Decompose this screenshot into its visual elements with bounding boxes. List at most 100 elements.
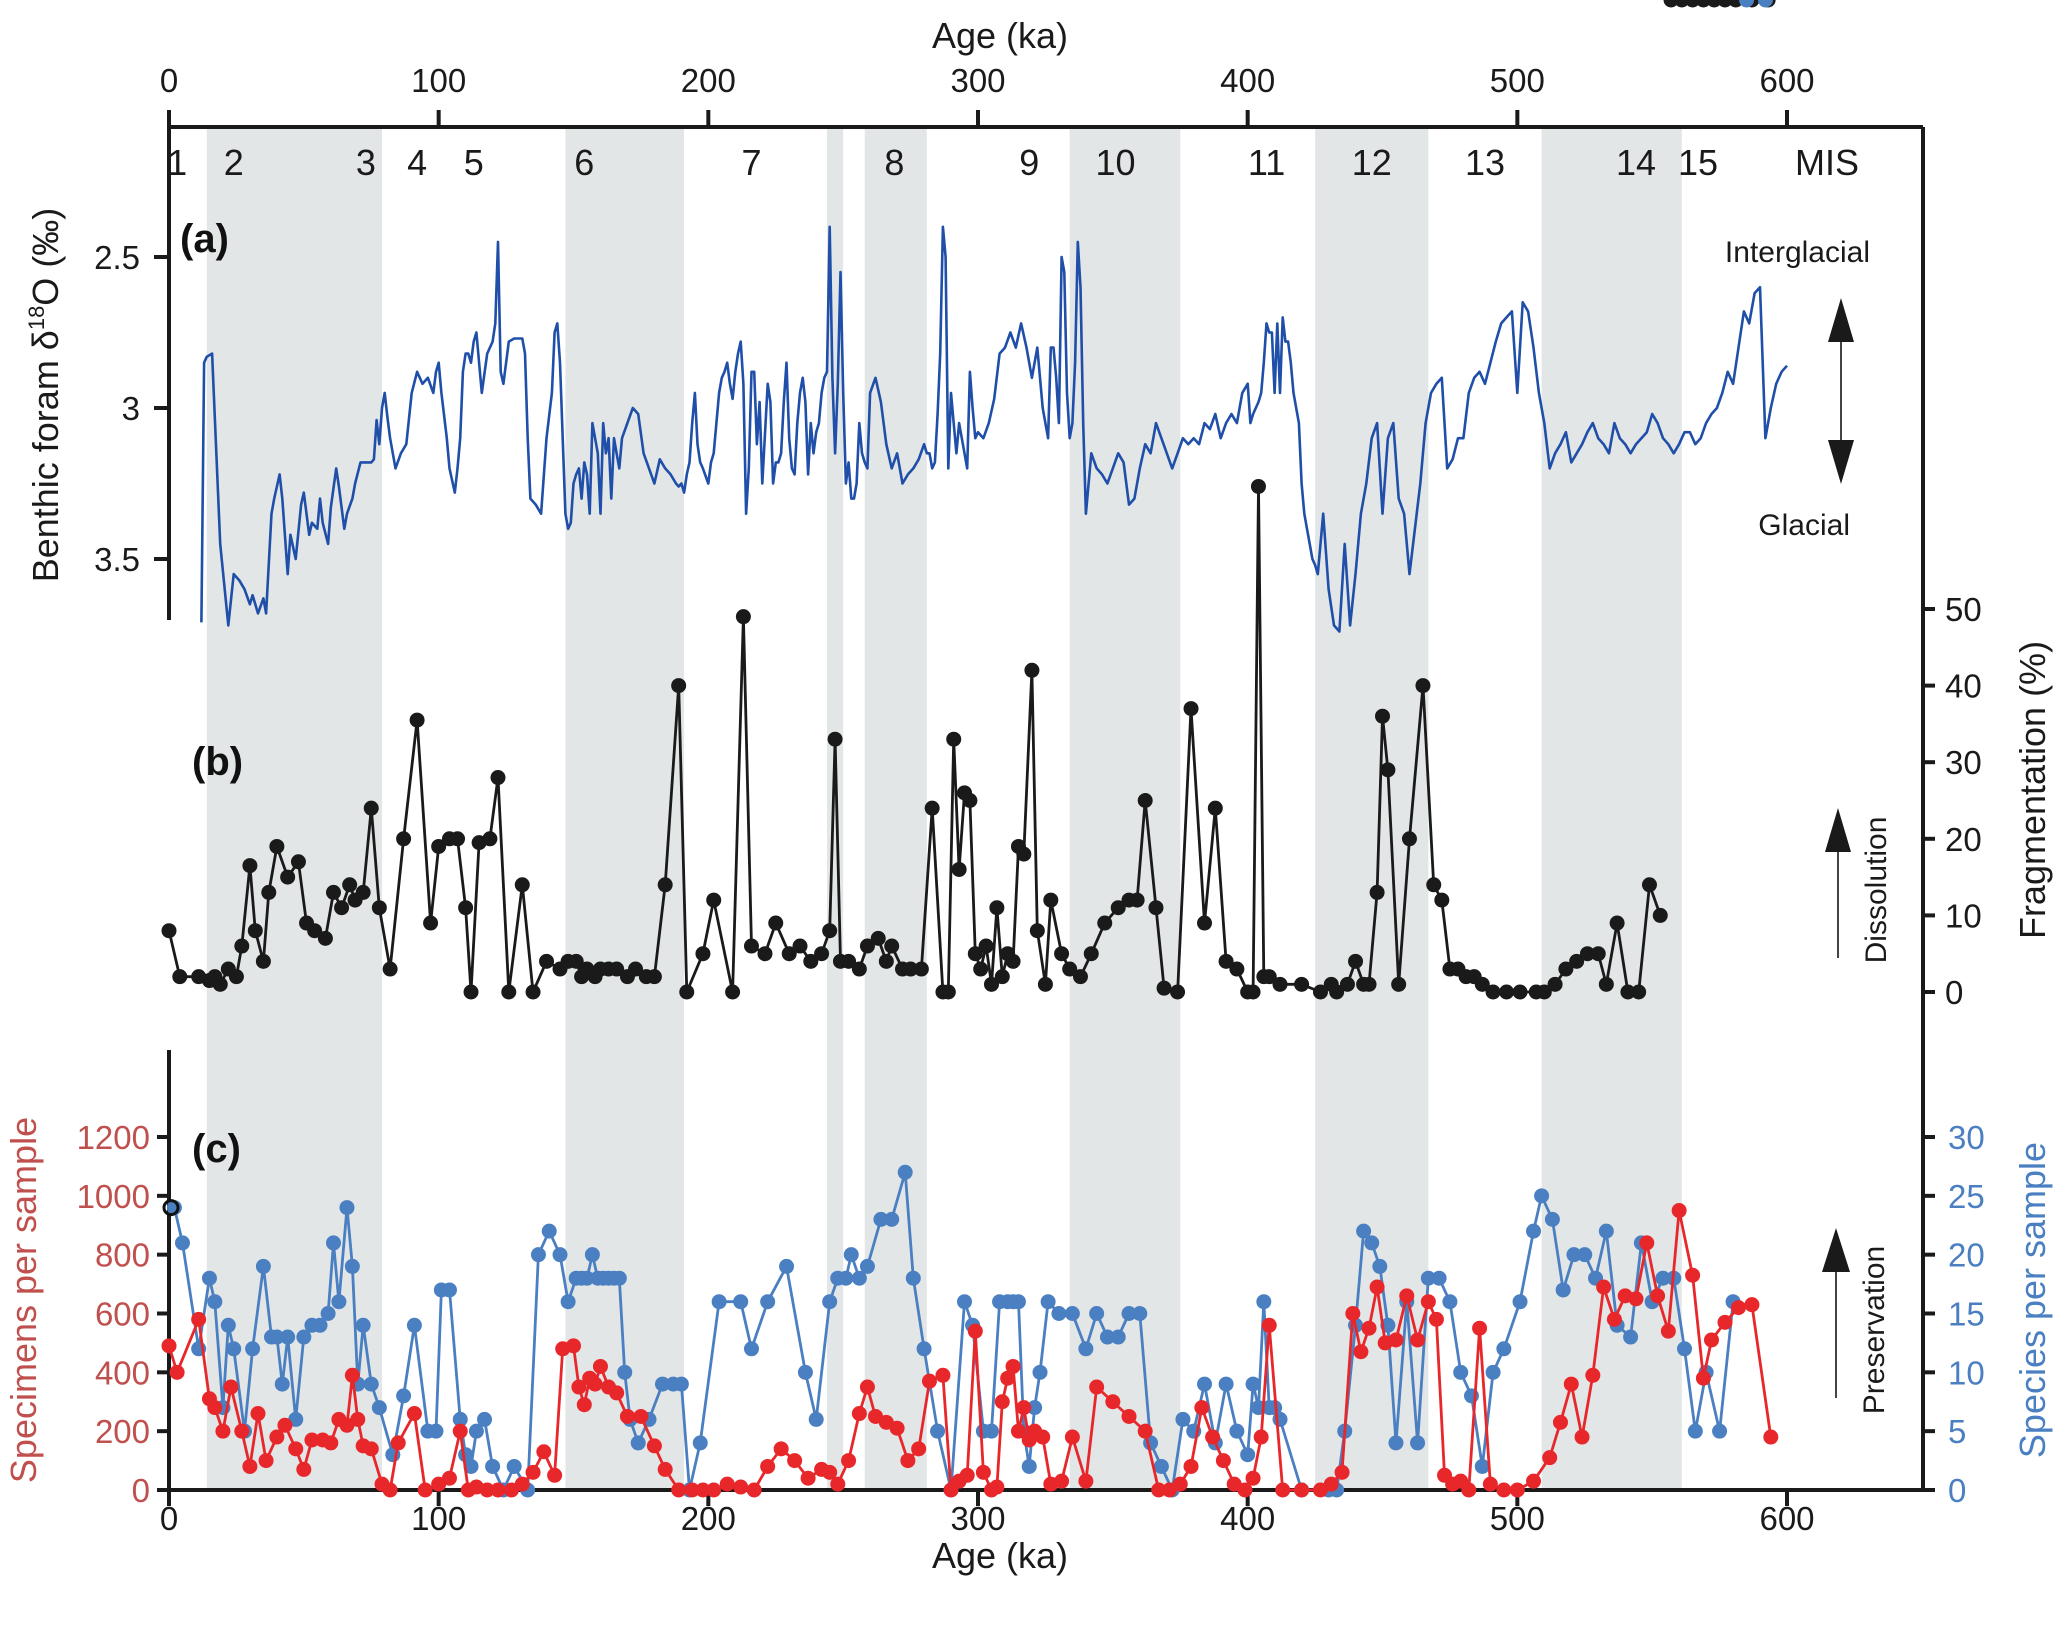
fragmentation-point xyxy=(1652,907,1668,923)
specimens-point xyxy=(1563,1376,1579,1392)
specimens-point xyxy=(859,1379,875,1395)
specimens-point xyxy=(994,1394,1010,1410)
specimens-point xyxy=(390,1435,406,1451)
fragmentation-point xyxy=(1426,877,1442,893)
species-point xyxy=(1739,0,1755,8)
bottom-tick-label: 400 xyxy=(1220,1500,1275,1537)
species-point xyxy=(226,1341,242,1357)
fragmentation-point xyxy=(290,854,306,870)
species-point xyxy=(1132,1306,1148,1321)
specimens-point xyxy=(1585,1367,1601,1383)
species-point xyxy=(692,1435,708,1451)
species-point xyxy=(485,1458,501,1474)
fragmentation-point xyxy=(951,861,967,877)
species-point xyxy=(1356,1223,1372,1239)
y-tick-label-b: 30 xyxy=(1945,744,1982,781)
specimens-point xyxy=(1472,1320,1488,1336)
fragmentation-point xyxy=(1536,984,1552,1000)
species-point xyxy=(797,1364,813,1380)
specimens-point xyxy=(921,1373,937,1389)
fragmentation-point xyxy=(1312,984,1328,1000)
species-point xyxy=(1496,1341,1512,1357)
specimens-point xyxy=(1105,1394,1121,1410)
fragmentation-point xyxy=(878,953,894,969)
specimens-point xyxy=(1660,1323,1676,1339)
fragmentation-point xyxy=(458,900,474,916)
fragmentation-point xyxy=(261,884,277,900)
specimens-point xyxy=(1294,1482,1310,1498)
specimens-point xyxy=(1205,1429,1221,1445)
specimens-point xyxy=(1526,1473,1542,1489)
species-point xyxy=(733,1294,749,1310)
annotation-glacial: Glacial xyxy=(1758,509,1850,542)
specimens-point xyxy=(169,1364,185,1380)
fragmentation-point xyxy=(334,900,350,916)
fragmentation-point xyxy=(409,712,425,728)
specimens-point xyxy=(1005,1358,1021,1374)
fragmentation-point xyxy=(967,946,983,962)
species-point xyxy=(269,1329,285,1345)
species-point xyxy=(1010,1294,1026,1310)
specimens-point xyxy=(1215,1453,1231,1469)
species-point xyxy=(838,1270,854,1286)
fragmentation-point xyxy=(609,961,625,977)
specimens-point xyxy=(269,1429,285,1445)
specimens-point xyxy=(363,1441,379,1457)
species-point xyxy=(1245,1376,1261,1392)
specimens-point xyxy=(1078,1473,1094,1489)
fragmentation-point xyxy=(371,900,387,916)
species-point xyxy=(296,1329,312,1345)
specimens-point xyxy=(1482,1476,1498,1492)
fragmentation-point xyxy=(1024,662,1040,678)
species-point xyxy=(1431,1270,1447,1286)
specimens-point xyxy=(1054,1473,1070,1489)
glacial-band-4 xyxy=(1069,129,1181,1488)
species-point xyxy=(406,1317,422,1333)
y-axis-b: 0 10 20 30 40 50 xyxy=(1921,580,1982,1011)
species-point xyxy=(468,1423,484,1439)
species-point xyxy=(1485,1364,1501,1380)
fragmentation-point xyxy=(423,915,439,931)
fragmentation-point xyxy=(525,984,541,1000)
species-point xyxy=(1218,1376,1234,1392)
specimens-point xyxy=(619,1408,635,1424)
fragmentation-point xyxy=(212,976,228,992)
specimens-point xyxy=(250,1406,266,1422)
fragmentation-point xyxy=(450,831,466,847)
specimens-point xyxy=(1194,1400,1210,1416)
glacial-band-2 xyxy=(826,129,844,1488)
y-axis-c-right: 0 5 10 15 20 25 30 xyxy=(1923,1119,1985,1509)
species-point xyxy=(1555,1282,1571,1298)
specimens-point xyxy=(1650,1288,1666,1304)
specimens-point xyxy=(851,1406,867,1422)
mis-label-11: 11 xyxy=(1248,142,1285,183)
specimens-point xyxy=(1763,1429,1779,1445)
y-tick-label-b: 10 xyxy=(1945,897,1982,934)
mis-label-4: 4 xyxy=(407,142,427,183)
fragmentation-point xyxy=(307,923,323,939)
specimens-point xyxy=(1183,1458,1199,1474)
fragmentation-point xyxy=(1072,969,1088,985)
species-point xyxy=(207,1294,223,1310)
fragmentation-point xyxy=(234,938,250,954)
fragmentation-point xyxy=(1261,969,1277,985)
bottom-tick-label: 0 xyxy=(160,1500,178,1537)
specimens-point xyxy=(1542,1450,1558,1466)
fragmentation-point xyxy=(903,961,919,977)
species-point xyxy=(654,1376,670,1392)
y-tick-label-c-right: 25 xyxy=(1948,1178,1985,1215)
species-point xyxy=(630,1435,646,1451)
species-point xyxy=(760,1294,776,1310)
fragmentation-point xyxy=(679,984,695,1000)
specimens-point xyxy=(547,1467,563,1483)
specimens-point xyxy=(841,1453,857,1469)
specimens-point xyxy=(733,1479,749,1495)
species-point xyxy=(552,1247,568,1263)
fragmentation-point xyxy=(1401,831,1417,847)
specimens-point xyxy=(490,1482,506,1498)
arrow-up-icon-dissolution xyxy=(1825,808,1851,958)
species-point xyxy=(673,1376,689,1392)
mis-label-14: 14 xyxy=(1616,142,1656,183)
fragmentation-point xyxy=(490,770,506,786)
specimens-point xyxy=(1151,1482,1167,1498)
